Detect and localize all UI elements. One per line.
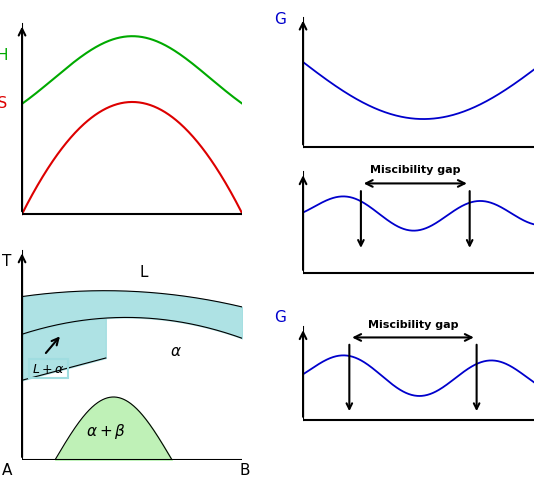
Text: $\alpha + \beta$: $\alpha + \beta$ — [86, 421, 126, 440]
Text: A: A — [2, 462, 12, 477]
Text: Miscibility gap: Miscibility gap — [370, 165, 461, 175]
Text: $\alpha$: $\alpha$ — [170, 344, 182, 358]
Text: H: H — [0, 48, 8, 63]
Text: Miscibility gap: Miscibility gap — [368, 319, 458, 330]
Text: B: B — [239, 462, 250, 477]
Text: -TS: -TS — [0, 96, 7, 111]
Text: $L + \alpha$: $L + \alpha$ — [33, 362, 64, 375]
Text: T: T — [2, 254, 12, 269]
Text: G: G — [274, 309, 286, 324]
Text: G: G — [274, 13, 286, 27]
Text: L: L — [139, 264, 148, 279]
